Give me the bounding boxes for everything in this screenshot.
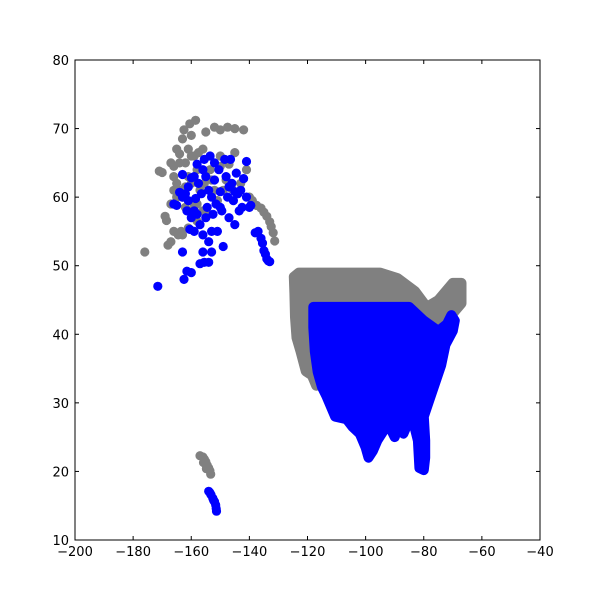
series-0-point [268, 228, 278, 238]
series-1-point [198, 165, 208, 175]
series-1-point [231, 168, 241, 178]
series-1 [153, 151, 460, 516]
y-tick-label: 40 [52, 328, 69, 343]
series-1-point [198, 230, 208, 240]
series-1-point [177, 247, 188, 257]
y-tick-label: 60 [52, 191, 69, 206]
x-tick-label: −120 [290, 545, 326, 560]
series-1-point [193, 178, 204, 188]
series-1-point [177, 169, 188, 180]
series-1-point [186, 268, 196, 278]
series-1-point [241, 156, 252, 167]
y-tick-label: 20 [52, 465, 69, 480]
x-tick-label: −180 [115, 545, 151, 560]
series-1-point [209, 158, 220, 168]
y-tick-label: 30 [52, 397, 69, 412]
series-1-point [224, 213, 234, 223]
series-1-point [207, 226, 217, 236]
series-0-point [230, 124, 240, 134]
series-0-point [169, 172, 179, 182]
series-1-point [221, 172, 231, 182]
series-1-point [183, 182, 193, 192]
series-0-point [177, 134, 188, 144]
series-1-point [239, 174, 249, 184]
plot-area [140, 115, 467, 516]
series-1-point [215, 187, 225, 197]
series-1-point [189, 172, 199, 182]
series-1-point [214, 165, 224, 175]
series-0-point [166, 237, 176, 247]
series-1-point [265, 257, 275, 267]
series-1-point [189, 226, 199, 236]
series-0-point [172, 144, 182, 154]
series-1-point [204, 257, 214, 267]
series-0-point [180, 158, 190, 168]
series-1-point [205, 151, 215, 161]
y-tick-label: 10 [52, 534, 69, 549]
series-0-point [140, 247, 150, 257]
y-tick-label: 80 [52, 54, 69, 69]
series-1-point [198, 247, 208, 257]
y-tick-label: 70 [52, 123, 69, 138]
series-0-point [239, 125, 249, 135]
series-0-point [161, 215, 172, 226]
series-1-point [202, 202, 212, 212]
series-1-point [218, 241, 228, 252]
x-tick-label: −100 [348, 545, 384, 560]
series-0-point [270, 236, 280, 246]
y-axis: 10 20 30 40 50 60 70 80 [52, 54, 540, 549]
x-tick-label: −140 [232, 545, 268, 560]
series-1-point [172, 200, 182, 210]
series-1-point [192, 159, 202, 169]
series-1-point [179, 274, 189, 285]
series-1-point [246, 200, 256, 210]
series-0-point [176, 226, 186, 236]
series-1-point [183, 196, 193, 206]
series-0-point [201, 464, 211, 474]
series-0-point [241, 165, 252, 175]
series-0-point [191, 115, 201, 125]
series-0-point [230, 148, 240, 158]
series-0-point [198, 144, 208, 154]
series-1-point [257, 238, 268, 248]
series-1-point [215, 202, 225, 212]
series-1-point [195, 220, 205, 230]
series-0-point [201, 127, 211, 137]
series-1-point [230, 187, 240, 197]
series-0-point [166, 158, 176, 168]
series-1-point [201, 213, 211, 223]
y-tick-label: 50 [52, 260, 69, 275]
series-1-point [230, 220, 240, 230]
series-1-dense-region-0 [308, 301, 460, 476]
series-1-point [225, 154, 236, 164]
series-1-point [207, 192, 217, 202]
series-1-point [204, 237, 214, 247]
x-tick-label: −60 [468, 545, 495, 560]
x-tick-label: −40 [526, 545, 553, 560]
series-1-point [209, 175, 220, 185]
series-1-point [241, 192, 252, 202]
series-1-point [153, 281, 163, 291]
series-1-point [209, 495, 219, 505]
series-0-point [179, 125, 189, 135]
series-1-point [205, 488, 215, 498]
series-1-point [228, 196, 238, 206]
x-tick-label: −200 [57, 545, 93, 560]
series-0-point [186, 130, 196, 140]
series-1-point [192, 209, 202, 219]
x-tick-label: −160 [173, 545, 209, 560]
series-0-point [189, 151, 199, 161]
x-axis: −200 −180 −160 −140 −120 −100 −80 −60 −40 [57, 60, 554, 560]
series-1-point [211, 506, 222, 516]
x-tick-label: −80 [410, 545, 437, 560]
series-0-point [157, 167, 167, 178]
series-0-point [183, 144, 193, 154]
series-1-point [207, 247, 217, 257]
